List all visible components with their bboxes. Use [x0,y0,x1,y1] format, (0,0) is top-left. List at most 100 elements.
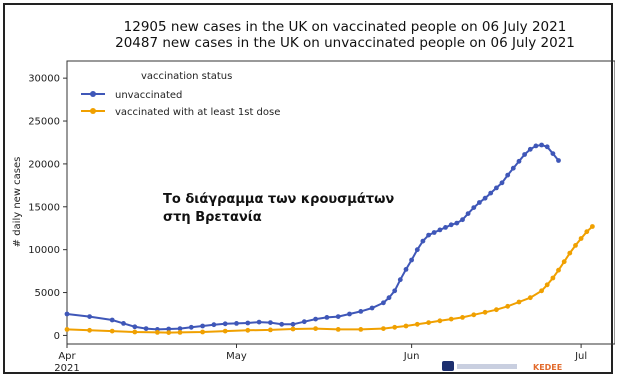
data-point-vaccinated [544,282,550,288]
data-point-vaccinated [556,267,561,273]
data-point-unvaccinated [279,321,285,327]
series-layer [64,142,595,335]
data-point-unvaccinated [403,267,409,272]
data-point-unvaccinated [335,314,341,319]
y-tick-label: 10000 [28,245,60,256]
data-point-unvaccinated [177,326,183,331]
data-point-unvaccinated [211,322,217,328]
data-point-vaccinated [573,243,578,248]
logo-mark-icon [442,361,454,371]
data-point-vaccinated [426,320,431,325]
data-point-unvaccinated [109,317,115,323]
data-point-vaccinated [87,327,92,333]
data-point-unvaccinated [494,185,499,191]
data-point-unvaccinated [431,230,437,235]
data-point-vaccinated [578,236,584,241]
data-point-unvaccinated [488,190,494,196]
data-point-vaccinated [590,224,595,229]
data-point-unvaccinated [386,295,392,301]
chart-svg: 12905 new cases in the UK on vaccinated … [12,19,615,374]
data-point-unvaccinated [499,180,505,186]
y-tick-label: 0 [54,331,60,342]
series-unvaccinated [64,142,561,332]
data-point-unvaccinated [166,326,172,332]
data-point-unvaccinated [539,142,544,148]
data-point-unvaccinated [222,321,228,327]
data-point-unvaccinated [200,323,206,329]
x-tick-label: Apr [58,351,76,362]
data-point-vaccinated [132,329,138,335]
data-point-vaccinated [290,326,296,332]
data-point-unvaccinated [290,321,296,327]
series-line-unvaccinated [66,143,560,331]
overlay-caption-line-1: Το διάγραμμα των κρουσμάτων [163,192,394,207]
data-point-unvaccinated [245,320,251,326]
x-tick-sublabel: 2021 [54,363,79,374]
data-point-vaccinated [539,288,544,294]
data-point-vaccinated [414,321,420,327]
legend-label-unvaccinated: unvaccinated [115,90,182,101]
data-point-unvaccinated [121,321,126,326]
legend-label-vaccinated: vaccinated with at least 1st dose [115,107,280,118]
logo-wordmark: KEDEE [533,363,562,372]
data-point-vaccinated [358,327,364,332]
data-point-vaccinated [437,318,443,324]
logo-strip [457,364,517,369]
chart-title-line-1: 12905 new cases in the UK on vaccinated … [124,19,567,35]
legend-title: vaccination status [141,71,232,82]
data-point-unvaccinated [143,326,149,331]
data-point-unvaccinated [556,158,561,163]
series-vaccinated [64,224,595,335]
data-point-unvaccinated [301,319,307,325]
data-point-unvaccinated [268,320,273,325]
data-point-unvaccinated [414,247,420,253]
data-point-unvaccinated [409,257,414,263]
y-tick-label: 5000 [35,288,60,299]
data-point-vaccinated [494,307,499,313]
y-axis-ticks: 0 5000 10000 15000 20000 25000 30000 [28,74,67,342]
data-point-vaccinated [64,327,70,332]
data-point-unvaccinated [533,143,539,149]
data-point-unvaccinated [437,227,443,233]
data-point-vaccinated [482,309,488,315]
data-point-vaccinated [268,327,273,333]
plot-area [66,60,615,345]
data-point-vaccinated [392,324,398,330]
legend: vaccination status unvaccinated vaccinat… [81,71,280,118]
data-point-unvaccinated [516,158,522,164]
data-point-unvaccinated [460,217,465,223]
x-tick-label: Jul [574,351,587,362]
y-tick-label: 15000 [28,202,60,213]
data-point-vaccinated [313,326,318,331]
data-point-unvaccinated [482,195,488,201]
data-point-vaccinated [550,275,556,281]
data-point-vaccinated [561,259,567,265]
data-point-unvaccinated [358,309,364,314]
data-point-vaccinated [471,312,477,318]
data-point-unvaccinated [369,305,375,311]
data-point-vaccinated [460,315,465,320]
data-point-unvaccinated [188,324,194,330]
data-point-vaccinated [527,295,533,301]
data-point-unvaccinated [347,311,352,317]
y-tick-label: 30000 [28,74,60,85]
data-point-vaccinated [516,299,522,305]
data-point-vaccinated [381,326,386,331]
legend-marker-unvaccinated [90,91,96,97]
data-point-unvaccinated [420,238,426,244]
data-point-vaccinated [584,229,590,235]
data-point-vaccinated [155,330,160,335]
data-point-vaccinated [222,328,228,334]
x-tick-label: Jun [403,351,420,362]
data-point-unvaccinated [477,200,482,205]
publisher-logo: KEDEE [442,361,562,372]
data-point-vaccinated [177,330,183,335]
x-tick-label: May [226,351,247,362]
data-point-unvaccinated [510,165,516,171]
data-point-unvaccinated [550,151,556,157]
data-point-unvaccinated [397,277,403,283]
data-point-unvaccinated [426,232,431,238]
data-point-unvaccinated [443,225,448,230]
legend-marker-vaccinated [90,108,96,114]
